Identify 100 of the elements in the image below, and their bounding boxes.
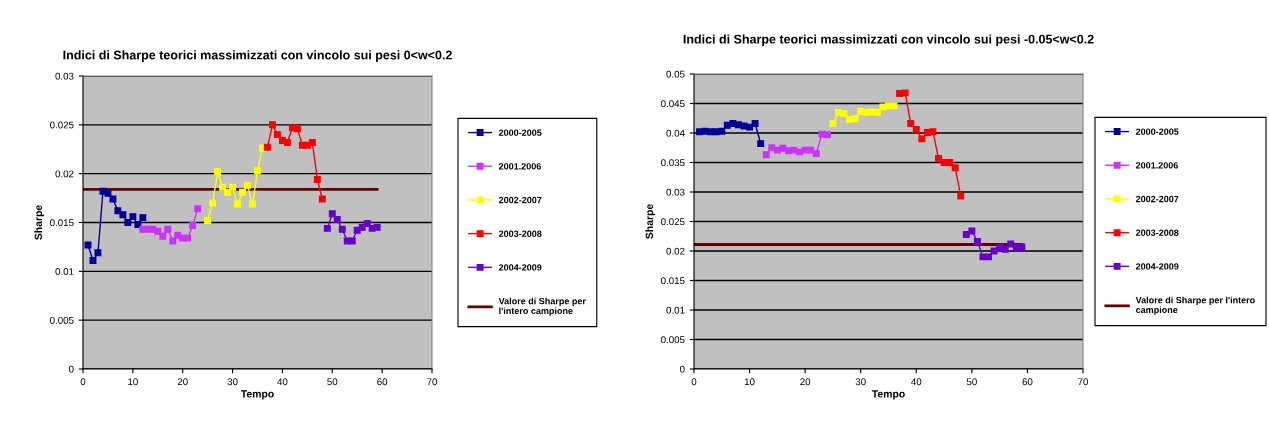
point xyxy=(973,238,981,246)
legend-label: 2000-2005 xyxy=(498,129,542,136)
point xyxy=(273,131,281,139)
legend-label: Valore di Sharpe per l'intero campione xyxy=(498,297,586,316)
point xyxy=(234,200,242,208)
point xyxy=(114,207,122,215)
point xyxy=(159,232,167,240)
point xyxy=(729,120,737,128)
point xyxy=(333,216,341,224)
y-tick-label: 0.015 xyxy=(50,219,74,227)
y-tick-label: 0.025 xyxy=(661,218,685,226)
point xyxy=(757,140,765,148)
point xyxy=(885,102,892,110)
point xyxy=(348,237,356,245)
point xyxy=(746,123,754,131)
legend-label: 2003-2008 xyxy=(1135,229,1179,236)
point xyxy=(308,138,316,146)
point xyxy=(762,151,770,159)
x-tick-label: 0 xyxy=(691,378,697,386)
chart-title: Indici di Sharpe teorici massimizzati con vincolo sui pesi -0.05<w<0.2 xyxy=(683,34,1094,47)
point xyxy=(707,128,715,136)
y-tick-label: 0.04 xyxy=(666,129,685,137)
point xyxy=(323,224,331,232)
point xyxy=(313,176,321,183)
x-axis-title: Tempo xyxy=(240,390,274,400)
x-tick-label: 50 xyxy=(327,378,338,386)
point xyxy=(929,128,937,136)
x-tick-label: 40 xyxy=(277,378,288,386)
point xyxy=(985,253,993,261)
point xyxy=(358,223,366,231)
y-tick-label: 0.02 xyxy=(55,170,74,178)
y-tick-label: 0.005 xyxy=(661,336,685,344)
point xyxy=(134,220,142,228)
point xyxy=(169,237,177,245)
point xyxy=(373,223,381,231)
point xyxy=(139,214,147,222)
legend-label: 2002-2007 xyxy=(1135,195,1179,203)
point xyxy=(268,121,276,129)
point xyxy=(901,89,909,97)
point xyxy=(796,148,804,156)
point xyxy=(209,199,217,207)
x-tick-label: 60 xyxy=(1022,378,1033,386)
x-tick-label: 70 xyxy=(1078,378,1089,386)
point xyxy=(696,128,704,136)
point xyxy=(807,146,815,154)
x-tick-label: 40 xyxy=(911,378,922,386)
point xyxy=(154,227,162,235)
point xyxy=(829,120,837,128)
y-tick-label: 0.05 xyxy=(666,70,685,78)
x-tick-label: 60 xyxy=(377,378,388,386)
x-tick-label: 30 xyxy=(855,378,866,386)
point xyxy=(734,121,742,129)
point xyxy=(129,213,137,221)
y-tick-label: 0 xyxy=(679,365,685,373)
point xyxy=(84,241,92,249)
y-tick-label: 0 xyxy=(68,365,74,373)
point xyxy=(224,188,232,196)
point xyxy=(189,221,197,229)
point xyxy=(962,231,970,238)
point xyxy=(857,107,865,115)
x-axis-title: Tempo xyxy=(871,390,905,400)
point xyxy=(214,168,222,176)
point xyxy=(846,115,854,123)
point xyxy=(935,154,942,162)
point xyxy=(94,249,102,257)
x-tick-label: 20 xyxy=(800,378,811,386)
point xyxy=(784,147,792,155)
point xyxy=(249,200,256,208)
point xyxy=(318,195,326,203)
legend-label: 2004-2009 xyxy=(1135,263,1179,270)
point xyxy=(873,108,881,116)
point xyxy=(768,144,776,152)
point xyxy=(751,120,759,128)
point xyxy=(979,253,987,261)
x-tick-label: 0 xyxy=(80,378,86,386)
point xyxy=(229,183,237,191)
x-tick-label: 20 xyxy=(177,378,188,386)
point xyxy=(946,159,954,166)
point xyxy=(119,211,127,219)
legend-label: 2000-2005 xyxy=(1135,128,1179,135)
point xyxy=(840,110,848,118)
point xyxy=(164,225,172,233)
point xyxy=(951,164,959,172)
y-axis-title: Sharpe xyxy=(34,205,45,240)
x-tick-label: 10 xyxy=(128,378,138,386)
point xyxy=(890,102,898,110)
point xyxy=(283,138,291,146)
legend-label: 2004-2009 xyxy=(498,264,542,271)
legend-label: 2003-2008 xyxy=(498,230,542,237)
y-tick-label: 0.015 xyxy=(661,277,685,285)
point xyxy=(918,135,926,143)
point xyxy=(835,108,842,116)
point xyxy=(363,220,371,227)
point xyxy=(328,210,336,218)
point xyxy=(338,225,346,233)
x-tick-label: 30 xyxy=(227,378,238,386)
point xyxy=(896,89,904,97)
point xyxy=(204,217,212,225)
point xyxy=(219,183,227,191)
chart-title: Indici di Sharpe teorici massimizzati con vincolo sui pesi 0<w<0.2 xyxy=(63,50,452,62)
